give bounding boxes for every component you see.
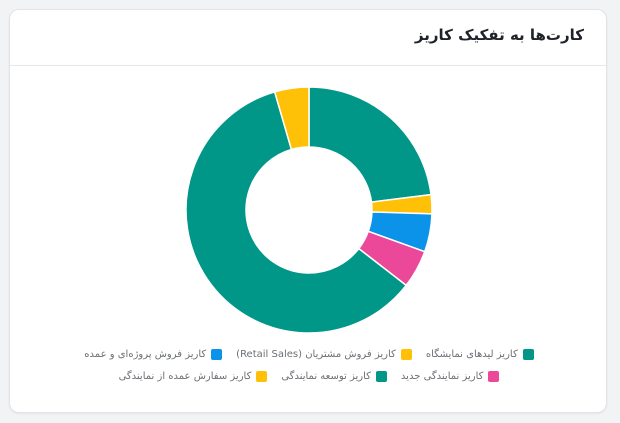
legend-swatch xyxy=(400,348,412,360)
donut-slice-5[interactable] xyxy=(185,90,408,334)
legend-swatch xyxy=(488,370,500,382)
legend-label: کاریز سفارش عمده از نمایندگی xyxy=(118,370,252,382)
legend-item-1[interactable]: کاریز لیدهای نمایشگاه xyxy=(425,348,534,360)
legend-swatch xyxy=(375,370,387,382)
chart-legend: کاریز لیدهای نمایشگاه کاریز فروش مشتریان … xyxy=(10,344,608,388)
legend-label: کاریز فروش مشتریان (Retail Sales) xyxy=(236,348,396,360)
legend-swatch xyxy=(211,348,223,360)
legend-swatch xyxy=(522,348,534,360)
donut-slice-1[interactable] xyxy=(308,86,432,203)
legend-label: کاریز لیدهای نمایشگاه xyxy=(425,348,518,360)
legend-row: کاریز نمایندگی جدید کاریز توسعه نمایندگی ک… xyxy=(10,366,608,386)
legend-item-4[interactable]: کاریز نمایندگی جدید xyxy=(400,370,500,382)
donut-slice-6[interactable] xyxy=(273,86,310,151)
legend-item-3[interactable]: کاریز فروش پروژه‌ای و عمده xyxy=(84,348,223,360)
legend-swatch xyxy=(256,370,268,382)
chart-area: کاریز لیدهای نمایشگاه کاریز فروش مشتریان … xyxy=(10,66,608,412)
legend-label: کاریز فروش پروژه‌ای و عمده xyxy=(84,348,207,360)
legend-item-6[interactable]: کاریز سفارش عمده از نمایندگی xyxy=(118,370,268,382)
card-title: کارت‌ها به تفکیک کاریز xyxy=(414,26,584,44)
chart-card: کارت‌ها به تفکیک کاریز کاریز لیدهای نمای… xyxy=(9,9,607,413)
donut-chart xyxy=(185,86,433,334)
legend-label: کاریز نمایندگی جدید xyxy=(400,370,484,382)
legend-row: کاریز لیدهای نمایشگاه کاریز فروش مشتریان … xyxy=(10,344,608,364)
legend-label: کاریز توسعه نمایندگی xyxy=(281,370,371,382)
card-header: کارت‌ها به تفکیک کاریز xyxy=(10,10,606,66)
legend-item-2[interactable]: کاریز فروش مشتریان (Retail Sales) xyxy=(236,348,412,360)
legend-item-5[interactable]: کاریز توسعه نمایندگی xyxy=(281,370,387,382)
